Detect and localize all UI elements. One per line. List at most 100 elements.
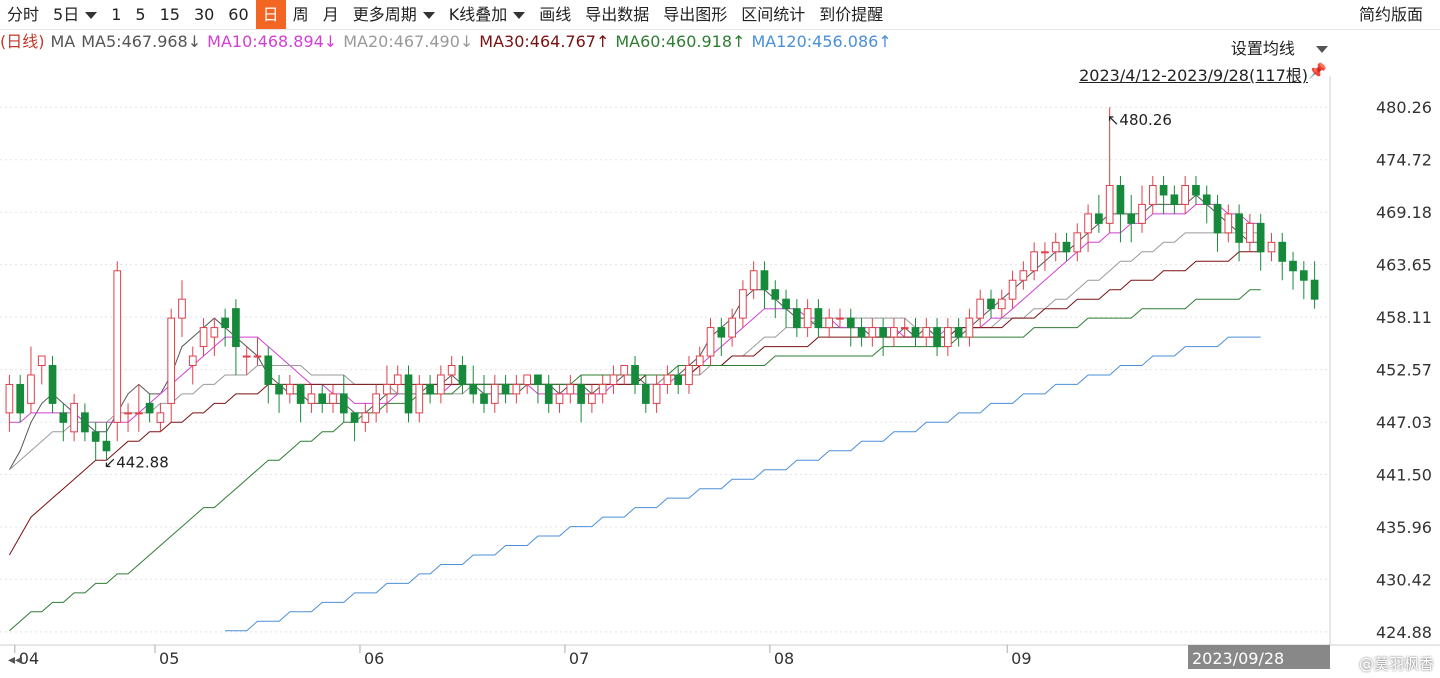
- candle-down: [16, 383, 25, 414]
- ma-settings-label: 设置均线: [1230, 39, 1295, 58]
- period-button-12[interactable]: 画线: [532, 0, 578, 29]
- candle-down: [534, 374, 542, 385]
- candle-down: [91, 431, 100, 442]
- period-button-10[interactable]: 更多周期: [346, 0, 442, 29]
- period-button-3[interactable]: 5: [128, 0, 152, 29]
- period-button-label: 5: [135, 5, 146, 24]
- candle-up: [447, 365, 456, 376]
- ma-label: MA: [50, 32, 76, 51]
- candle-down: [1235, 213, 1243, 243]
- date-range[interactable]: 2023/4/12-2023/9/28(117根): [1079, 66, 1308, 85]
- candle-up: [415, 383, 424, 414]
- y-tick-label: 480.26: [1376, 98, 1432, 117]
- candle-down: [717, 327, 726, 338]
- candle-down: [1256, 222, 1265, 253]
- candle-down: [641, 383, 650, 404]
- chevron-down-icon: [513, 12, 526, 19]
- candle-down: [469, 383, 478, 395]
- period-button-1[interactable]: 5日: [46, 0, 104, 29]
- simple-layout-button[interactable]: 简约版面: [1358, 5, 1423, 24]
- candle-up: [890, 327, 898, 338]
- period-button-0[interactable]: 分时: [0, 0, 46, 29]
- ma-line-ma20: [9, 232, 1261, 471]
- period-button-9[interactable]: 月: [316, 0, 346, 29]
- candle-down: [857, 327, 866, 338]
- candle-up: [1019, 270, 1028, 281]
- period-button-16[interactable]: 到价提醒: [812, 0, 890, 29]
- candle-up: [749, 270, 758, 291]
- candle-down: [1213, 203, 1222, 234]
- period-button-label: 30: [193, 5, 215, 24]
- candle-up: [307, 393, 316, 404]
- candle-down: [577, 383, 585, 404]
- y-tick-label: 424.88: [1376, 623, 1432, 642]
- candle-down: [954, 327, 963, 338]
- candle-down: [1062, 241, 1071, 253]
- candle-up: [437, 374, 445, 395]
- price-annotation: ↖480.26: [1107, 111, 1172, 129]
- candle-down: [145, 402, 154, 414]
- candle-up: [1246, 222, 1254, 243]
- period-button-label: 导出数据: [585, 5, 650, 24]
- period-button-2[interactable]: 1: [104, 0, 128, 29]
- candle-up: [1224, 213, 1233, 234]
- candle-up: [836, 317, 844, 320]
- candle-up: [361, 412, 370, 423]
- period-button-14[interactable]: 导出图形: [656, 0, 734, 29]
- period-button-label: 1: [111, 5, 122, 24]
- candle-up: [566, 383, 575, 395]
- period-button-13[interactable]: 导出数据: [578, 0, 656, 29]
- candle-down: [458, 365, 467, 385]
- ma-settings-button[interactable]: 设置均线: [1231, 35, 1328, 59]
- period-button-label: 分时: [7, 5, 40, 24]
- candle-up: [663, 374, 672, 385]
- candle-up: [598, 383, 607, 395]
- candle-down: [221, 317, 229, 329]
- period-button-6[interactable]: 60: [221, 0, 255, 29]
- y-tick-label: 430.42: [1376, 570, 1432, 589]
- candle-up: [253, 355, 262, 358]
- x-tick-label: 09: [1011, 649, 1031, 668]
- candle-down: [59, 412, 68, 423]
- period-button-8[interactable]: 周: [286, 0, 316, 29]
- y-tick-label: 469.18: [1376, 203, 1432, 222]
- candle-down: [544, 383, 553, 404]
- cursor-date-label: 2023/09/28: [1192, 649, 1284, 668]
- candle-down: [1202, 194, 1211, 205]
- candle-up: [210, 327, 219, 338]
- candle-up: [728, 317, 736, 338]
- candle-down: [792, 308, 801, 329]
- candle-up: [1105, 184, 1114, 224]
- candle-up: [70, 402, 78, 433]
- period-button-label: 15: [159, 5, 180, 24]
- candle-up: [167, 317, 176, 404]
- candle-down: [1289, 260, 1297, 272]
- candle-up: [113, 270, 122, 423]
- candle-up: [1267, 241, 1276, 253]
- period-button-7[interactable]: 日: [255, 0, 286, 29]
- y-tick-label: 463.65: [1376, 256, 1432, 275]
- candle-up: [490, 383, 499, 404]
- candle-up: [1073, 232, 1082, 253]
- period-button-4[interactable]: 15: [153, 0, 187, 29]
- candle-down: [674, 374, 683, 385]
- candle-up: [5, 383, 14, 414]
- period-button-label: 画线: [539, 5, 572, 24]
- y-tick-label: 441.50: [1376, 465, 1432, 484]
- period-button-label: 60: [228, 5, 249, 24]
- period-button-15[interactable]: 区间统计: [734, 0, 812, 29]
- ma-legend-item: MA60:460.918↑: [615, 32, 746, 51]
- candle-down: [1116, 184, 1125, 215]
- candle-down: [48, 365, 57, 404]
- candle-down: [350, 412, 359, 423]
- pin-icon[interactable]: 📌: [1308, 62, 1327, 80]
- period-button-11[interactable]: K线叠加: [442, 0, 533, 29]
- candle-up: [706, 327, 715, 357]
- period-button-5[interactable]: 30: [187, 0, 221, 29]
- candle-up: [1181, 184, 1190, 205]
- candle-up: [1030, 251, 1038, 272]
- candle-down: [232, 308, 240, 348]
- candle-up: [1084, 213, 1092, 234]
- candle-up: [976, 298, 985, 319]
